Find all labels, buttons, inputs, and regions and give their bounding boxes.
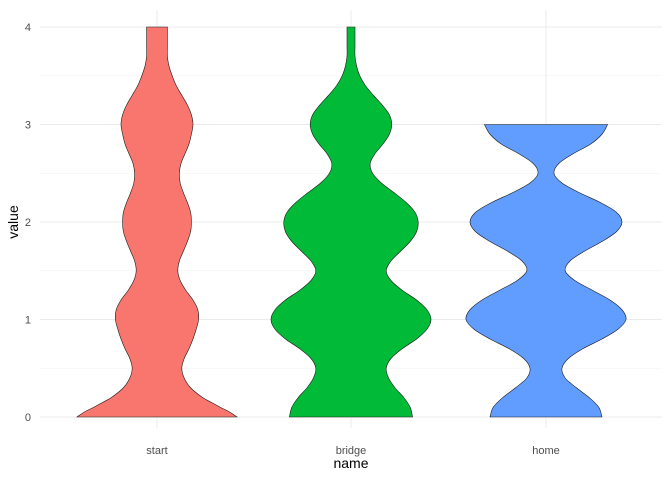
x-tick-label-bridge: bridge bbox=[336, 445, 367, 457]
y-tick-label: 3 bbox=[25, 120, 31, 132]
y-axis-ticks: 0 1 2 3 4 bbox=[25, 22, 31, 424]
y-tick-label: 0 bbox=[25, 412, 31, 424]
violins bbox=[76, 26, 627, 418]
y-tick-label: 4 bbox=[25, 22, 31, 34]
y-tick-label: 2 bbox=[25, 217, 31, 229]
x-tick-label-home: home bbox=[532, 445, 560, 457]
violin-bridge bbox=[270, 26, 432, 418]
x-tick-label-start: start bbox=[146, 445, 167, 457]
x-axis-ticks: start bridge home bbox=[146, 445, 559, 457]
y-axis-title: value bbox=[5, 205, 21, 239]
violin-start bbox=[76, 26, 238, 418]
y-tick-label: 1 bbox=[25, 315, 31, 327]
violin-home bbox=[465, 124, 627, 418]
x-axis-title: name bbox=[333, 455, 368, 471]
